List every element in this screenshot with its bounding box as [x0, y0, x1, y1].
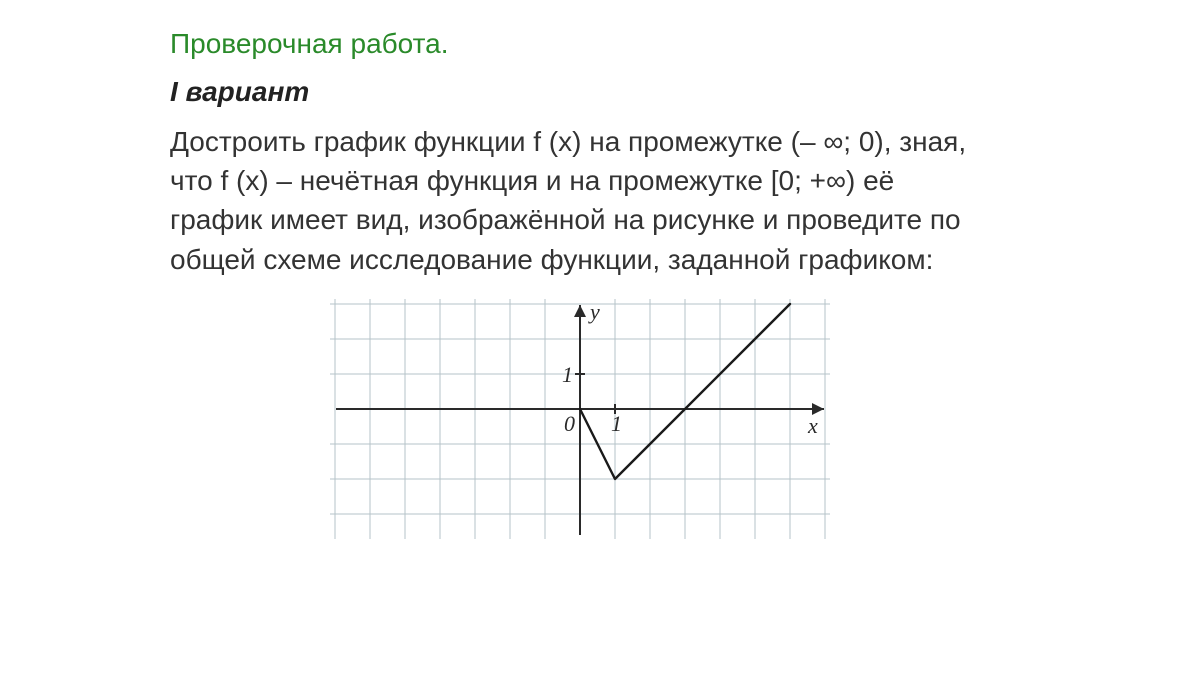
svg-text:x: x [807, 413, 818, 438]
svg-text:0: 0 [564, 411, 575, 436]
chart-container: 0 1 1 x y [330, 299, 1200, 539]
quiz-subtitle: Проверочная работа. [170, 28, 1200, 60]
svg-text:y: y [588, 299, 600, 324]
svg-text:1: 1 [562, 362, 573, 387]
function-graph: 0 1 1 x y [330, 299, 830, 539]
variant-heading: I вариант [170, 76, 1200, 108]
svg-text:1: 1 [611, 411, 622, 436]
task-text: Достроить график функции f (x) на промеж… [170, 122, 990, 279]
